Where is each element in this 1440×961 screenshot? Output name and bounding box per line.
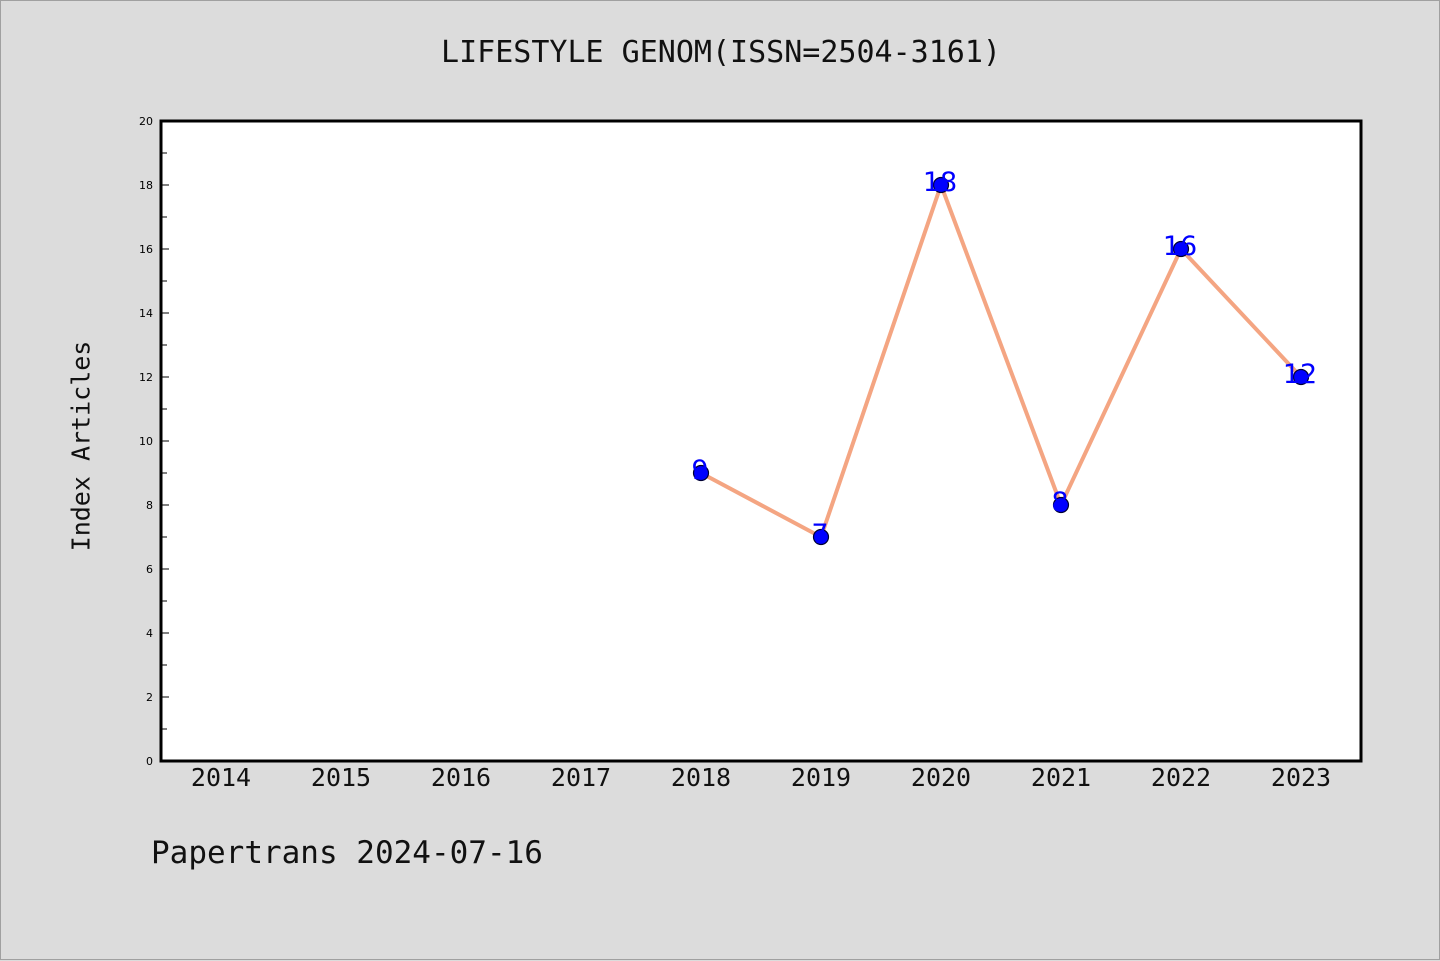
data-label: 12 (1283, 359, 1317, 390)
footer-credit: Papertrans 2024-07-16 (151, 835, 543, 871)
data-label: 8 (1051, 487, 1068, 518)
x-tick-label: 2021 (1031, 763, 1091, 792)
y-tick-label: 14 (139, 307, 153, 320)
y-tick-label: 16 (139, 243, 153, 256)
data-point (1292, 368, 1310, 386)
x-tick-label: 2022 (1151, 763, 1211, 792)
chart-title: LIFESTYLE GENOM(ISSN=2504-3161) (441, 35, 1001, 70)
y-tick-label: 18 (139, 179, 153, 192)
y-tick-label: 10 (139, 435, 153, 448)
data-point (1052, 496, 1070, 514)
y-tick-label: 2 (146, 691, 153, 704)
x-tick-label: 2017 (551, 763, 611, 792)
y-tick-label: 4 (146, 627, 153, 640)
y-tick-label: 6 (146, 563, 153, 576)
data-label: 16 (1163, 231, 1197, 262)
data-label: 9 (691, 455, 708, 486)
x-tick-label: 2019 (791, 763, 851, 792)
x-tick-label: 2016 (431, 763, 491, 792)
data-label: 18 (923, 167, 957, 198)
y-tick-label: 8 (146, 499, 153, 512)
y-tick-label: 0 (146, 755, 153, 768)
x-tick-label: 2015 (311, 763, 371, 792)
x-tick-label: 2014 (191, 763, 251, 792)
x-tick-label: 2023 (1271, 763, 1331, 792)
y-tick-label: 20 (139, 115, 153, 128)
data-point (1172, 240, 1190, 258)
data-label: 7 (811, 519, 828, 550)
series-line (699, 183, 1303, 539)
data-point (932, 176, 950, 194)
x-tick-label: 2020 (911, 763, 971, 792)
x-tick-label: 2018 (671, 763, 731, 792)
y-tick-label: 12 (139, 371, 153, 384)
data-point (692, 464, 710, 482)
plot-frame (159, 119, 1363, 763)
data-point (812, 528, 830, 546)
